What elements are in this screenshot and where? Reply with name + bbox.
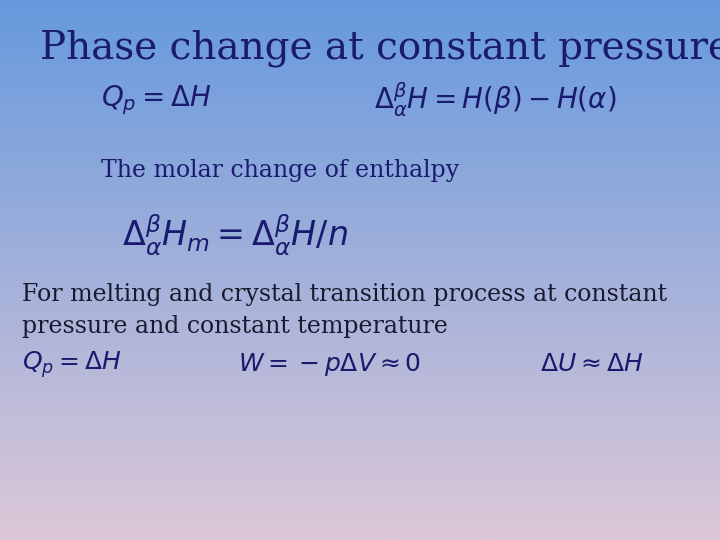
- Text: $W = -p\Delta V \approx 0$: $W = -p\Delta V \approx 0$: [238, 351, 420, 378]
- Text: For melting and crystal transition process at constant: For melting and crystal transition proce…: [22, 283, 667, 306]
- Text: $\Delta U \approx \Delta H$: $\Delta U \approx \Delta H$: [540, 353, 643, 376]
- Text: The molar change of enthalpy: The molar change of enthalpy: [101, 159, 459, 181]
- Text: $Q_p = \Delta H$: $Q_p = \Delta H$: [22, 349, 121, 380]
- Text: Phase change at constant pressure: Phase change at constant pressure: [40, 30, 720, 67]
- Text: $\Delta_\alpha^\beta H = H(\beta) - H(\alpha)$: $\Delta_\alpha^\beta H = H(\beta) - H(\a…: [374, 80, 617, 119]
- Text: $\Delta_\alpha^\beta H_m = \Delta_\alpha^\beta H / n$: $\Delta_\alpha^\beta H_m = \Delta_\alpha…: [122, 212, 348, 258]
- Text: pressure and constant temperature: pressure and constant temperature: [22, 315, 447, 338]
- Text: $Q_p = \Delta H$: $Q_p = \Delta H$: [101, 83, 211, 117]
